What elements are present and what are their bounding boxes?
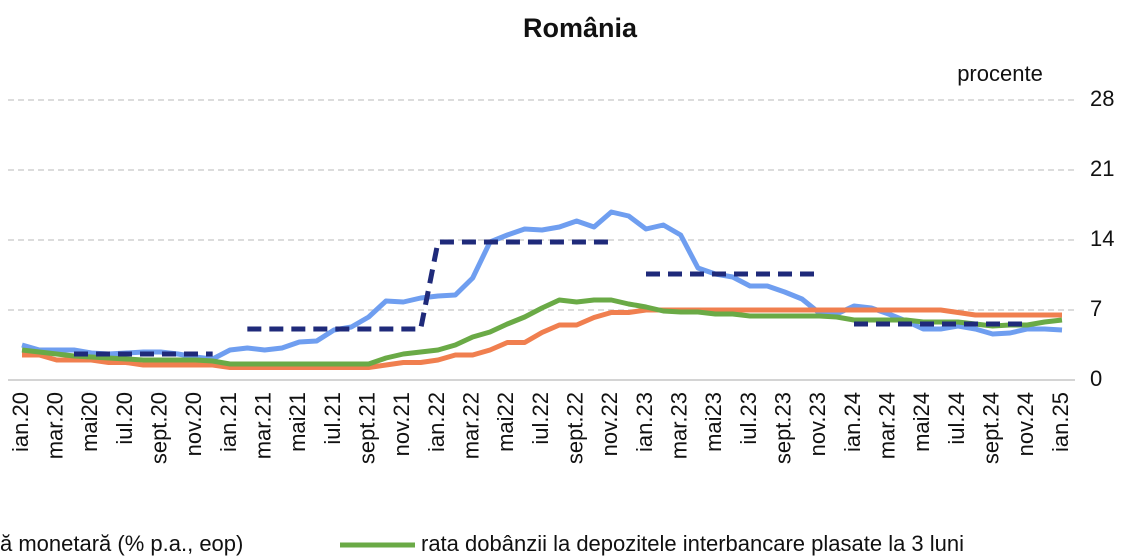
x-tick-label: nov.22: [597, 392, 622, 456]
x-tick-label: nov.23: [805, 392, 830, 456]
dashed-line: [74, 239, 1028, 357]
x-tick-label: ian.24: [840, 392, 865, 452]
x-tick-label: nov.20: [181, 392, 206, 456]
y-tick-label: 14: [1090, 226, 1114, 251]
y-tick-label: 0: [1090, 366, 1102, 391]
x-tick-label: mar.23: [666, 392, 691, 459]
y-tick-label: 21: [1090, 156, 1114, 181]
x-tick-label: sept.23: [770, 392, 795, 464]
x-tick-label: ian.25: [1048, 392, 1073, 452]
x-tick-label: mar.24: [874, 392, 899, 459]
x-tick-label: mar.22: [458, 392, 483, 459]
x-tick-label: sept.20: [146, 392, 171, 464]
series-line: [22, 307, 1062, 370]
series-line: [21, 209, 1063, 362]
y-tick-label: 7: [1090, 296, 1102, 321]
legend-label: ă monetară (% p.a., eop): [0, 531, 243, 556]
unit-label: procente: [957, 61, 1043, 86]
x-tick-label: ian.21: [216, 392, 241, 452]
x-tick-label: mar.20: [42, 392, 67, 459]
x-tick-label: mai21: [285, 392, 310, 452]
x-tick-label: nov.24: [1013, 392, 1038, 456]
x-tick-label: ian.22: [424, 392, 449, 452]
x-tick-label: mai20: [77, 392, 102, 452]
x-tick-label: iul.20: [112, 392, 137, 445]
x-tick-label: ian.20: [8, 392, 33, 452]
x-tick-label: sept.21: [354, 392, 379, 464]
x-tick-label: iul.22: [528, 392, 553, 445]
x-tick-label: ian.23: [632, 392, 657, 452]
x-tick-label: mai23: [701, 392, 726, 452]
y-tick-label: 28: [1090, 86, 1114, 111]
chart-title: România: [523, 13, 638, 43]
x-tick-label: mar.21: [250, 392, 275, 459]
series-line: [21, 297, 1063, 367]
x-tick-label: iul.21: [320, 392, 345, 445]
x-tick-label: sept.24: [978, 392, 1003, 464]
x-tick-label: nov.21: [389, 392, 414, 456]
x-tick-label: mai24: [909, 392, 934, 452]
legend-label: rata dobânzii la depozitele interbancare…: [421, 531, 964, 556]
x-tick-label: mai22: [493, 392, 518, 452]
x-tick-label: iul.24: [944, 392, 969, 445]
x-tick-label: sept.22: [562, 392, 587, 464]
x-tick-label: iul.23: [736, 392, 761, 445]
